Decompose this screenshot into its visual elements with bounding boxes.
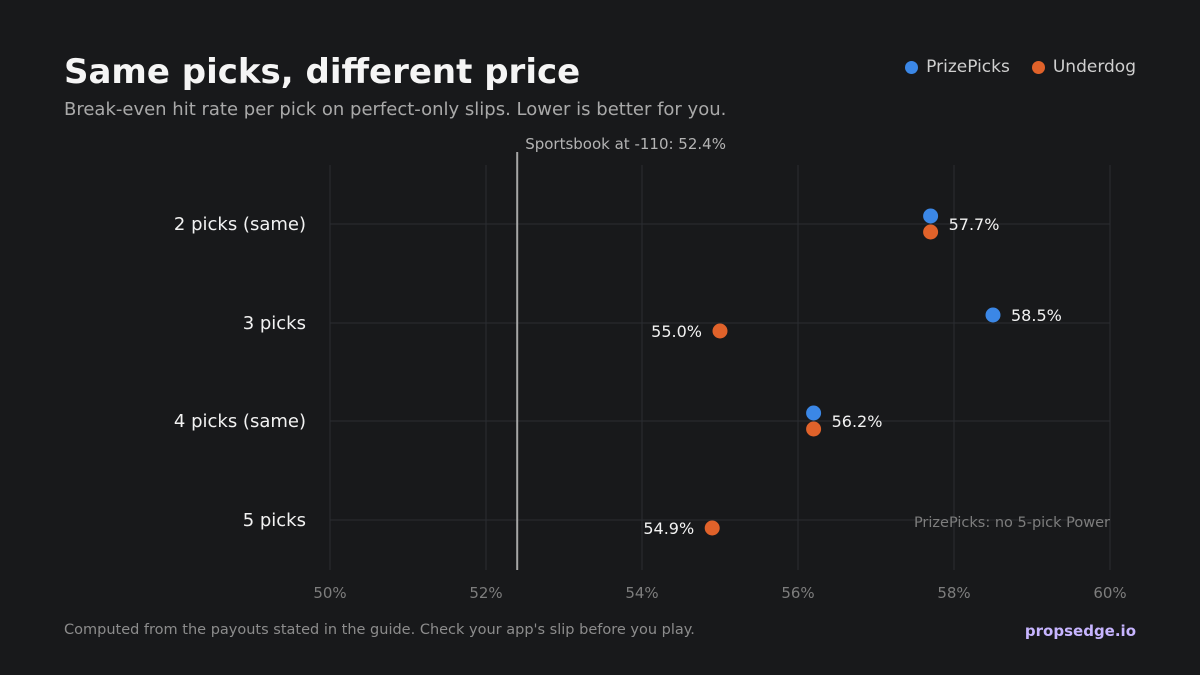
legend-dot-prizepicks bbox=[905, 60, 919, 74]
dot-underdog bbox=[923, 224, 939, 240]
x-tick-label: 56% bbox=[781, 584, 814, 602]
legend-item-underdog: Underdog bbox=[1031, 57, 1136, 77]
value-label: 58.5% bbox=[1011, 306, 1062, 325]
legend: PrizePicks Underdog bbox=[905, 57, 1136, 77]
footer-note: Computed from the payouts stated in the … bbox=[64, 622, 695, 638]
reference-line-label: Sportsbook at -110: 52.4% bbox=[525, 135, 726, 153]
legend-item-prizepicks: PrizePicks bbox=[905, 57, 1010, 77]
legend-dot-underdog bbox=[1031, 60, 1045, 74]
annotation-no-5-pick: PrizePicks: no 5-pick Power bbox=[914, 515, 1110, 531]
dot-plot: 50% 52% 54% 56% 58% 60% 2 picks (same) 3 picks 4… bbox=[174, 135, 1127, 602]
x-tick-label: 52% bbox=[469, 584, 502, 602]
legend-label-underdog: Underdog bbox=[1052, 57, 1136, 77]
legend-label-prizepicks: PrizePicks bbox=[926, 57, 1010, 77]
value-label: 57.7% bbox=[949, 215, 1000, 234]
category-label: 4 picks (same) bbox=[174, 411, 306, 432]
x-tick-label: 58% bbox=[937, 584, 970, 602]
dot-underdog bbox=[712, 323, 728, 339]
dot-underdog bbox=[806, 421, 822, 437]
category-label: 5 picks bbox=[243, 510, 306, 531]
category-label: 3 picks bbox=[243, 313, 306, 334]
dot-prizepicks bbox=[985, 307, 1001, 323]
chart-subtitle: Break-even hit rate per pick on perfect-… bbox=[64, 99, 727, 120]
brand-link[interactable]: propsedge.io bbox=[1024, 622, 1136, 640]
x-tick-label: 54% bbox=[625, 584, 658, 602]
chart-title: Same picks, different price bbox=[64, 52, 581, 92]
value-label: 56.2% bbox=[832, 412, 883, 431]
category-label: 2 picks (same) bbox=[174, 214, 306, 235]
value-label: 54.9% bbox=[643, 519, 694, 538]
dot-prizepicks bbox=[923, 208, 939, 224]
dot-prizepicks bbox=[806, 405, 822, 421]
x-tick-label: 50% bbox=[313, 584, 346, 602]
value-label: 55.0% bbox=[651, 322, 702, 341]
dot-underdog bbox=[704, 520, 720, 536]
x-tick-label: 60% bbox=[1093, 584, 1126, 602]
